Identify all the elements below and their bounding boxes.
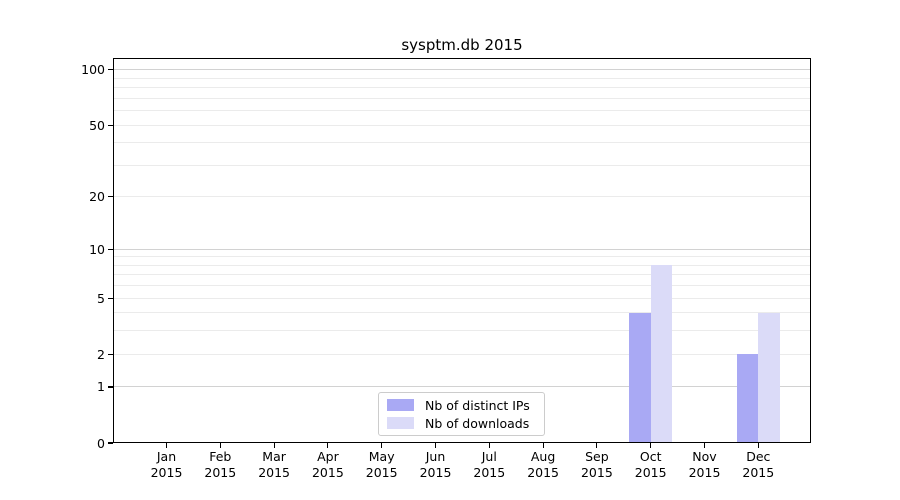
- legend: Nb of distinct IPs Nb of downloads: [378, 392, 545, 436]
- y-tick-label: 10: [89, 241, 105, 257]
- x-tick-label: May 2015: [350, 449, 414, 481]
- x-tick-year: 2015: [365, 465, 398, 480]
- x-tick-month: Feb: [209, 449, 232, 464]
- chart-title: sysptm.db 2015: [401, 36, 523, 54]
- y-tick-mark: [108, 124, 113, 126]
- x-tick-year: 2015: [634, 465, 667, 480]
- legend-label-distinct-ips: Nb of distinct IPs: [425, 397, 530, 413]
- y-tick-mark: [108, 442, 113, 444]
- gridline-major: [113, 69, 811, 71]
- gridline-minor: [113, 142, 811, 144]
- y-tick-label: 5: [97, 290, 105, 306]
- y-tick-mark: [108, 248, 113, 250]
- gridline-minor: [113, 124, 811, 126]
- y-tick-mark: [108, 69, 113, 71]
- x-tick-year: 2015: [258, 465, 290, 480]
- y-tick-mark: [108, 386, 113, 388]
- x-tick-month: Dec: [746, 449, 771, 464]
- x-tick-label: Jul 2015: [457, 449, 521, 481]
- x-tick-month: Jul: [481, 449, 497, 464]
- x-tick-label: Aug 2015: [511, 449, 575, 481]
- x-tick-mark: [650, 443, 652, 448]
- x-tick-mark: [596, 443, 598, 448]
- y-tick-label: 100: [81, 62, 105, 78]
- x-tick-year: 2015: [311, 465, 344, 480]
- bar-distinct-ips-oct: [629, 312, 651, 443]
- bar-downloads-dec: [758, 312, 780, 443]
- x-tick-month: Apr: [317, 449, 339, 464]
- x-tick-mark: [703, 443, 706, 448]
- y-tick-mark: [108, 353, 113, 355]
- y-tick-mark: [108, 196, 113, 198]
- y-tick-label: 20: [89, 189, 105, 205]
- x-tick-month: Oct: [639, 449, 662, 464]
- y-tick-mark: [108, 297, 113, 299]
- gridline-minor: [113, 196, 811, 198]
- legend-label-downloads: Nb of downloads: [425, 415, 530, 431]
- x-tick-label: Oct 2015: [619, 449, 683, 481]
- x-tick-mark: [434, 443, 437, 448]
- gridline-minor: [113, 87, 811, 89]
- x-tick-year: 2015: [204, 465, 237, 480]
- x-tick-label: Sep 2015: [565, 449, 629, 481]
- bar-downloads-oct: [650, 265, 673, 443]
- x-tick-label: Apr 2015: [296, 449, 360, 481]
- x-tick-year: 2015: [742, 465, 775, 480]
- x-tick-label: Jun 2015: [404, 449, 468, 481]
- gridline-major: [113, 386, 811, 388]
- x-tick-month: Sep: [585, 449, 609, 464]
- x-tick-year: 2015: [150, 465, 183, 480]
- legend-swatch-distinct-ips-icon: [387, 399, 414, 411]
- x-tick-month: Jan: [156, 449, 177, 464]
- gridline-minor: [113, 264, 811, 266]
- gridline-minor: [113, 353, 811, 355]
- x-tick-label: Mar 2015: [242, 449, 306, 481]
- y-tick-label: 2: [97, 346, 105, 362]
- x-tick-month: May: [368, 449, 395, 464]
- gridline-minor: [113, 110, 811, 112]
- y-tick-label: 50: [89, 117, 105, 133]
- bar-distinct-ips-dec: [736, 354, 759, 443]
- x-tick-mark: [165, 443, 168, 448]
- legend-item-downloads: Nb of downloads: [387, 416, 536, 431]
- x-tick-label: Jan 2015: [135, 449, 199, 481]
- gridline-minor: [113, 97, 811, 99]
- gridline-minor: [113, 285, 811, 287]
- y-tick-label: 1: [97, 379, 105, 395]
- x-tick-label: Nov 2015: [673, 449, 737, 481]
- x-tick-mark: [757, 443, 759, 448]
- x-tick-mark: [273, 443, 275, 448]
- x-tick-year: 2015: [473, 465, 506, 480]
- x-tick-year: 2015: [419, 465, 452, 480]
- x-tick-month: Jun: [425, 449, 446, 464]
- gridline-minor: [113, 256, 811, 258]
- gridline-minor: [113, 330, 811, 332]
- x-tick-mark: [542, 443, 544, 448]
- gridline-minor: [113, 312, 811, 314]
- gridline-minor: [113, 297, 811, 299]
- gridline-major: [113, 248, 811, 250]
- legend-item-distinct-ips: Nb of distinct IPs: [387, 398, 536, 413]
- gridline-minor: [113, 274, 811, 276]
- x-tick-year: 2015: [580, 465, 613, 480]
- legend-swatch-downloads-icon: [387, 417, 414, 429]
- x-tick-label: Feb 2015: [188, 449, 252, 481]
- x-tick-mark: [488, 443, 490, 448]
- x-tick-mark: [219, 443, 221, 448]
- x-tick-label: Dec 2015: [726, 449, 790, 481]
- gridline-minor: [113, 77, 811, 79]
- x-tick-month: Mar: [262, 449, 286, 464]
- y-tick-label: 0: [97, 435, 105, 451]
- x-tick-mark: [381, 443, 383, 448]
- x-tick-month: Nov: [692, 449, 717, 464]
- x-tick-year: 2015: [527, 465, 559, 480]
- x-tick-month: Aug: [530, 449, 556, 464]
- gridline-minor: [113, 164, 811, 166]
- x-tick-year: 2015: [688, 465, 721, 480]
- x-tick-mark: [327, 443, 329, 448]
